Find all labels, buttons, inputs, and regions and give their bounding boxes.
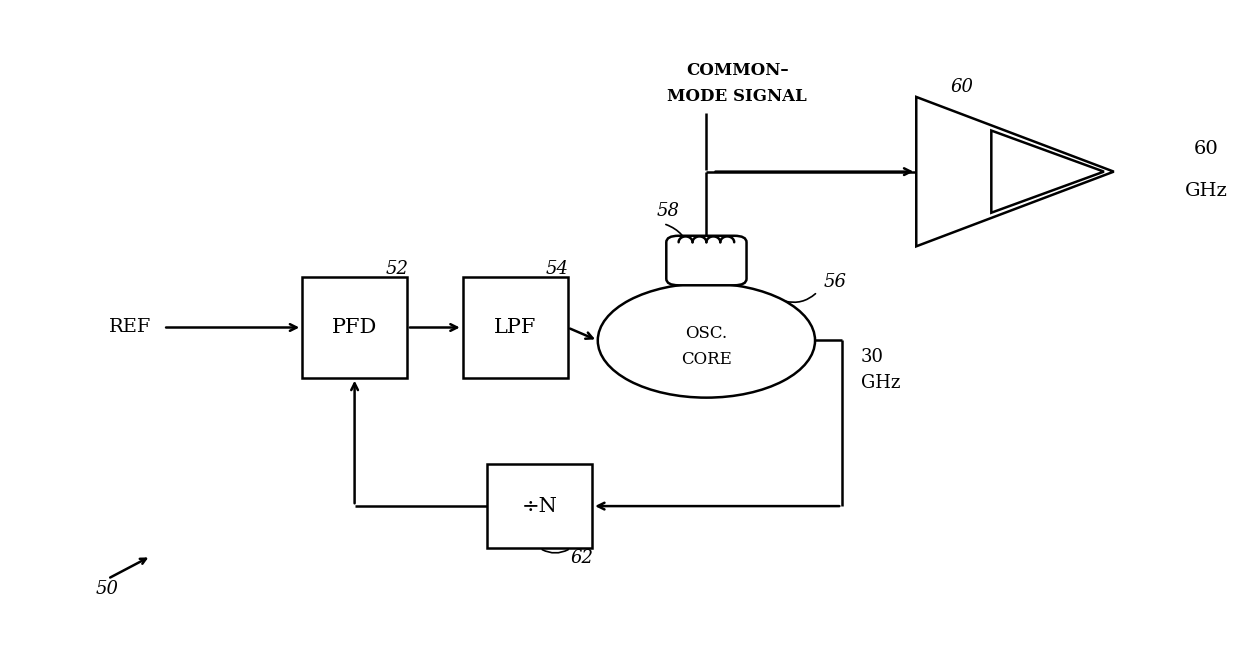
Text: 50: 50 xyxy=(95,580,118,597)
Text: COMMON–: COMMON– xyxy=(686,62,789,79)
Bar xyxy=(303,277,407,378)
Bar xyxy=(463,277,568,378)
Text: 30: 30 xyxy=(861,348,884,365)
Text: CORE: CORE xyxy=(681,352,732,369)
Text: PFD: PFD xyxy=(332,318,377,337)
Text: GHz: GHz xyxy=(1185,182,1228,200)
Polygon shape xyxy=(991,130,1104,213)
Bar xyxy=(487,464,593,548)
Text: 60: 60 xyxy=(1194,140,1219,158)
Text: REF: REF xyxy=(109,318,151,337)
Polygon shape xyxy=(916,97,1114,246)
Text: OSC.: OSC. xyxy=(686,326,728,343)
FancyBboxPatch shape xyxy=(666,236,746,286)
Text: 56: 56 xyxy=(823,273,847,291)
Text: 54: 54 xyxy=(546,260,569,278)
Circle shape xyxy=(598,284,815,398)
Text: 58: 58 xyxy=(657,202,680,219)
Text: 60: 60 xyxy=(951,78,973,96)
Text: 62: 62 xyxy=(570,549,594,567)
Text: MODE SIGNAL: MODE SIGNAL xyxy=(667,88,807,105)
Text: ÷N: ÷N xyxy=(522,496,558,515)
Text: 52: 52 xyxy=(386,260,408,278)
Text: LPF: LPF xyxy=(494,318,536,337)
Text: GHz: GHz xyxy=(861,374,900,392)
